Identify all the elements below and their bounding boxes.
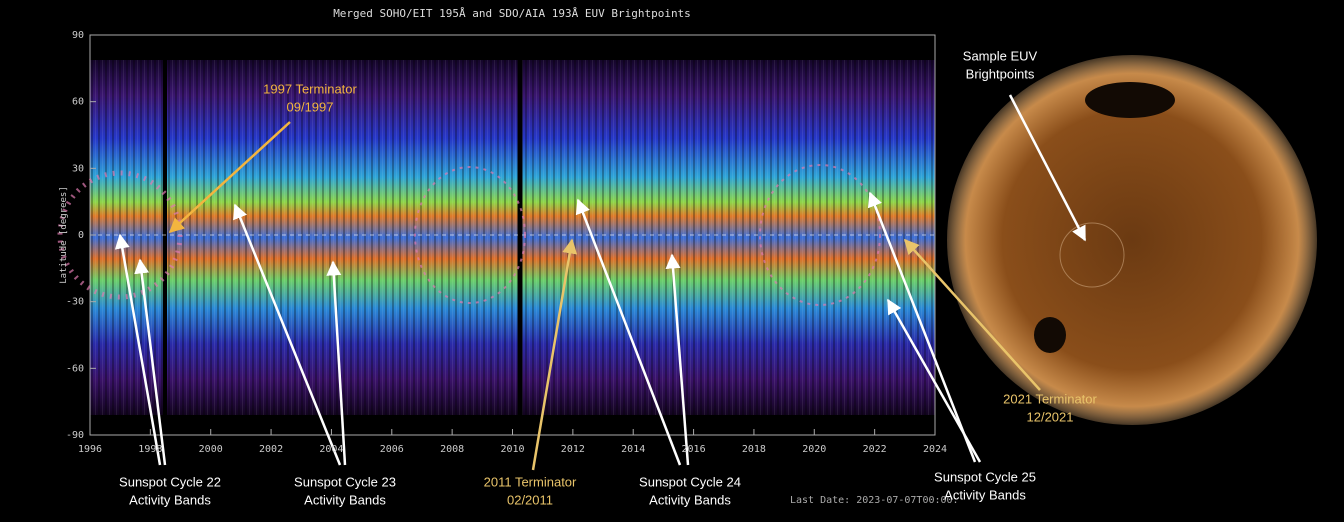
annotation: Sunspot Cycle 24	[639, 474, 741, 489]
y-axis-label: Latitude [degrees]	[59, 186, 69, 284]
x-tick-label: 2000	[199, 444, 223, 455]
x-tick-label: 2020	[802, 444, 826, 455]
heatmap-texture	[90, 60, 935, 415]
annotation: Activity Bands	[304, 492, 386, 507]
annotation: Sunspot Cycle 23	[294, 474, 396, 489]
annotation: 2021 Terminator	[1003, 391, 1097, 406]
x-tick-label: 2014	[621, 444, 645, 455]
x-tick-label: 1996	[78, 444, 102, 455]
x-tick-label: 2016	[682, 444, 706, 455]
y-tick-label: 90	[72, 30, 84, 41]
y-tick-label: 30	[72, 163, 84, 174]
x-tick-label: 2024	[923, 444, 947, 455]
x-tick-label: 2004	[319, 444, 343, 455]
y-tick-label: -60	[66, 363, 84, 374]
annotation: Activity Bands	[944, 487, 1026, 502]
figure: Merged SOHO/EIT 195Å and SDO/AIA 193Å EU…	[0, 0, 1344, 522]
y-tick-label: -30	[66, 297, 84, 308]
annotation: 1997 Terminator	[263, 81, 357, 96]
annotation: Sample EUV	[963, 48, 1038, 63]
chart-title: Merged SOHO/EIT 195Å and SDO/AIA 193Å EU…	[333, 7, 691, 20]
annotation: 12/2021	[1027, 409, 1074, 424]
x-tick-label: 2012	[561, 444, 585, 455]
x-tick-label: 2018	[742, 444, 766, 455]
x-tick-label: 2022	[863, 444, 887, 455]
annotation: 2011 Terminator	[484, 474, 577, 489]
annotation: 09/1997	[287, 99, 334, 114]
annotation: Activity Bands	[649, 492, 731, 507]
annotation: Brightpoints	[966, 66, 1035, 81]
x-tick-label: 2010	[500, 444, 524, 455]
x-tick-label: 1998	[138, 444, 162, 455]
annotation: Sunspot Cycle 22	[119, 474, 221, 489]
coronal-hole	[1034, 317, 1066, 353]
y-tick-label: -90	[66, 430, 84, 441]
x-tick-label: 2006	[380, 444, 404, 455]
annotation: Activity Bands	[129, 492, 211, 507]
x-tick-label: 2002	[259, 444, 283, 455]
annotation: 02/2011	[507, 492, 553, 507]
y-tick-label: 0	[78, 230, 84, 241]
y-tick-label: 60	[72, 97, 84, 108]
annotation: Sunspot Cycle 25	[934, 469, 1036, 484]
footer: Last Date: 2023-07-07T00:00:	[790, 495, 959, 506]
coronal-hole	[1085, 82, 1175, 118]
x-tick-label: 2008	[440, 444, 464, 455]
